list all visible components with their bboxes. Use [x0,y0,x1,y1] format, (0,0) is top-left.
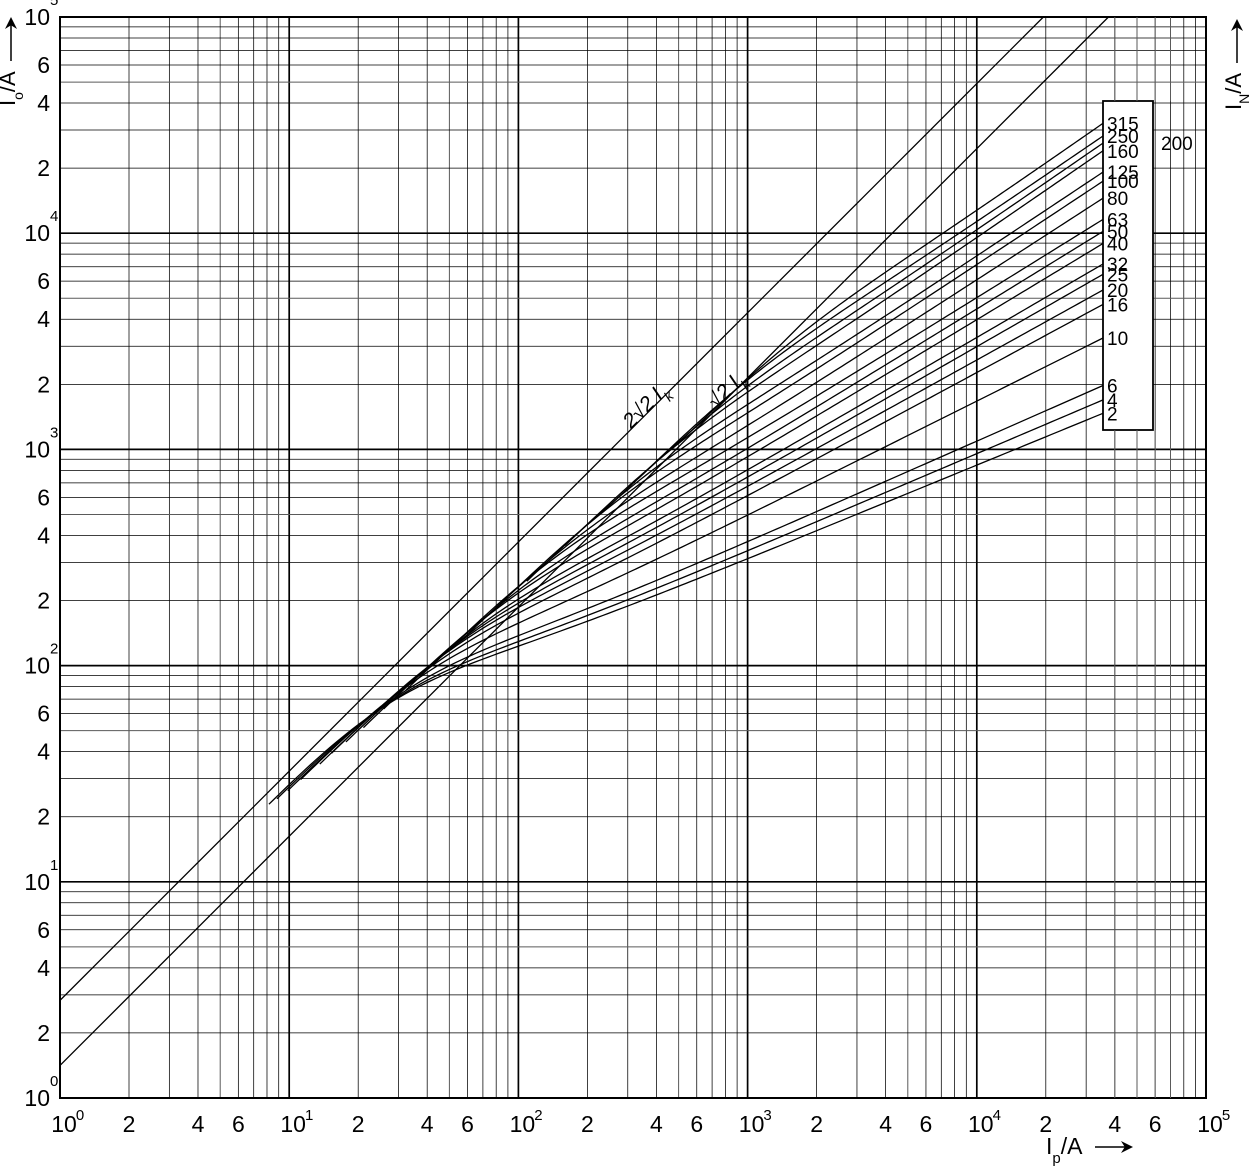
svg-text:2: 2 [352,1111,365,1137]
svg-text:6: 6 [461,1111,474,1137]
svg-text:0: 0 [76,1107,84,1124]
svg-text:6: 6 [37,268,50,294]
svg-text:4: 4 [192,1111,205,1137]
svg-text:5: 5 [50,0,58,9]
svg-text:10: 10 [51,1111,77,1137]
svg-text:6: 6 [232,1111,245,1137]
svg-text:Io/A: Io/A [0,71,26,106]
svg-text:2: 2 [581,1111,594,1137]
svg-text:6: 6 [1149,1111,1162,1137]
svg-text:0: 0 [50,1073,58,1090]
svg-text:6: 6 [37,52,50,78]
svg-text:4: 4 [37,306,50,332]
svg-text:6: 6 [920,1111,933,1137]
svg-text:10: 10 [24,4,50,30]
svg-text:200: 200 [1161,134,1193,155]
svg-text:1: 1 [305,1107,313,1124]
svg-text:2: 2 [1107,404,1118,425]
svg-text:5: 5 [1222,1107,1230,1124]
svg-text:Ip/A: Ip/A [1046,1133,1083,1167]
svg-text:4: 4 [37,90,50,116]
svg-text:3: 3 [763,1107,771,1124]
svg-text:2: 2 [37,1020,50,1046]
svg-text:4: 4 [650,1111,663,1137]
svg-text:2: 2 [37,588,50,614]
svg-text:2: 2 [37,804,50,830]
svg-text:10: 10 [739,1111,765,1137]
svg-text:2: 2 [37,371,50,397]
svg-text:10: 10 [1197,1111,1223,1137]
svg-text:10: 10 [24,220,50,246]
svg-text:6: 6 [37,701,50,727]
svg-text:80: 80 [1107,189,1128,210]
svg-text:6: 6 [37,484,50,510]
svg-text:√2 Ik: √2 Ik [703,366,754,417]
svg-text:16: 16 [1107,295,1128,316]
svg-text:3: 3 [50,424,58,441]
svg-text:4: 4 [37,522,50,548]
svg-text:4: 4 [37,955,50,981]
svg-text:4: 4 [37,739,50,765]
svg-text:4: 4 [421,1111,434,1137]
svg-text:10: 10 [24,1085,50,1111]
svg-text:10: 10 [968,1111,994,1137]
svg-text:4: 4 [50,208,58,225]
svg-text:2: 2 [50,641,58,658]
svg-text:10: 10 [280,1111,306,1137]
svg-text:IN/A: IN/A [1221,73,1252,110]
svg-text:4: 4 [993,1107,1001,1124]
svg-text:10: 10 [510,1111,536,1137]
svg-text:4: 4 [1108,1111,1121,1137]
svg-text:40: 40 [1107,235,1128,256]
svg-text:2: 2 [37,155,50,181]
svg-text:160: 160 [1107,142,1139,163]
svg-text:10: 10 [24,869,50,895]
svg-text:6: 6 [37,917,50,943]
svg-text:2: 2 [810,1111,823,1137]
svg-text:2: 2 [123,1111,136,1137]
svg-text:4: 4 [879,1111,892,1137]
svg-text:2√2 Ik: 2√2 Ik [618,378,678,438]
svg-text:10: 10 [24,653,50,679]
svg-text:10: 10 [24,436,50,462]
svg-text:10: 10 [1107,329,1128,350]
svg-text:1: 1 [50,857,58,874]
svg-text:2: 2 [534,1107,542,1124]
svg-text:6: 6 [690,1111,703,1137]
